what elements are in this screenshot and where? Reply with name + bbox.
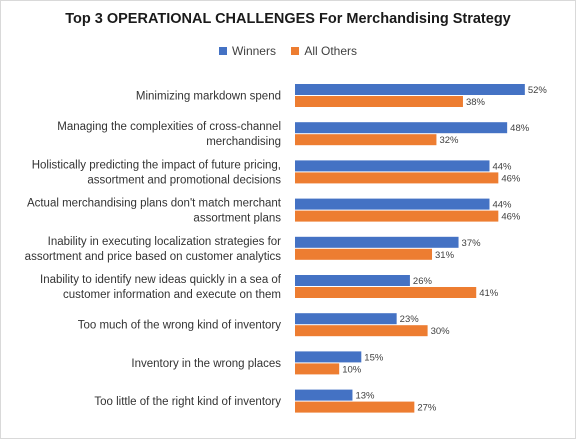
legend-item-winners: Winners <box>218 44 276 58</box>
data-label: 26% <box>413 276 433 287</box>
data-label: 37% <box>462 238 482 249</box>
legend-label-all-others: All Others <box>304 44 358 58</box>
bar-winners <box>295 198 490 210</box>
category-label: Too little of the right kind of inventor… <box>94 396 281 408</box>
category-label: Too much of the wrong kind of inventory <box>78 320 282 332</box>
bar-all-others <box>295 401 415 413</box>
data-label: 15% <box>364 352 384 363</box>
category-label: Minimizing markdown spend <box>136 91 281 103</box>
data-label: 31% <box>435 250 455 261</box>
data-label: 13% <box>355 391 375 402</box>
data-label: 27% <box>417 403 437 414</box>
bar-all-others <box>295 287 477 298</box>
data-label: 30% <box>431 326 451 337</box>
category-label: Inability in executing localization stra… <box>25 236 282 263</box>
data-label: 32% <box>439 135 459 146</box>
bar-all-others <box>295 96 463 107</box>
bar-all-others <box>295 325 428 337</box>
legend-item-all-others: All Others <box>291 44 357 58</box>
chart-title: Top 3 OPERATIONAL CHALLENGES For Merchan… <box>65 11 511 27</box>
data-label: 23% <box>400 314 420 325</box>
bar-winners <box>295 351 362 363</box>
legend-swatch-winners <box>218 47 227 55</box>
category-label: Managing the complexities of cross-chann… <box>57 121 281 148</box>
chart-legend: Winners All Others <box>0 44 576 58</box>
bar-winners <box>295 160 490 172</box>
legend-swatch-all-others <box>291 47 300 55</box>
bar-winners <box>295 275 410 286</box>
data-label: 48% <box>510 123 530 134</box>
bar-winners <box>295 313 397 325</box>
bar-winners <box>295 122 508 134</box>
data-label: 44% <box>492 161 512 172</box>
data-label: 41% <box>479 288 499 299</box>
category-label: Inability to identify new ideas quickly … <box>40 274 282 301</box>
category-label: Inventory in the wrong places <box>131 358 281 370</box>
category-label: Holistically predicting the impact of fu… <box>32 159 282 186</box>
bar-all-others <box>295 248 433 260</box>
data-label: 44% <box>492 200 512 211</box>
category-label: Actual merchandising plans don't match m… <box>27 198 282 225</box>
bar-winners <box>295 84 525 95</box>
data-label: 38% <box>466 97 486 108</box>
data-label: 10% <box>342 364 362 375</box>
bar-all-others <box>295 134 437 146</box>
bar-all-others <box>295 210 499 222</box>
bar-all-others <box>295 172 499 184</box>
data-label: 46% <box>501 212 521 223</box>
bar-winners <box>295 389 353 401</box>
bar-winners <box>295 236 459 248</box>
bar-all-others <box>295 363 340 375</box>
data-label: 46% <box>501 173 521 184</box>
data-label: 52% <box>528 85 548 96</box>
legend-label-winners: Winners <box>231 44 276 58</box>
